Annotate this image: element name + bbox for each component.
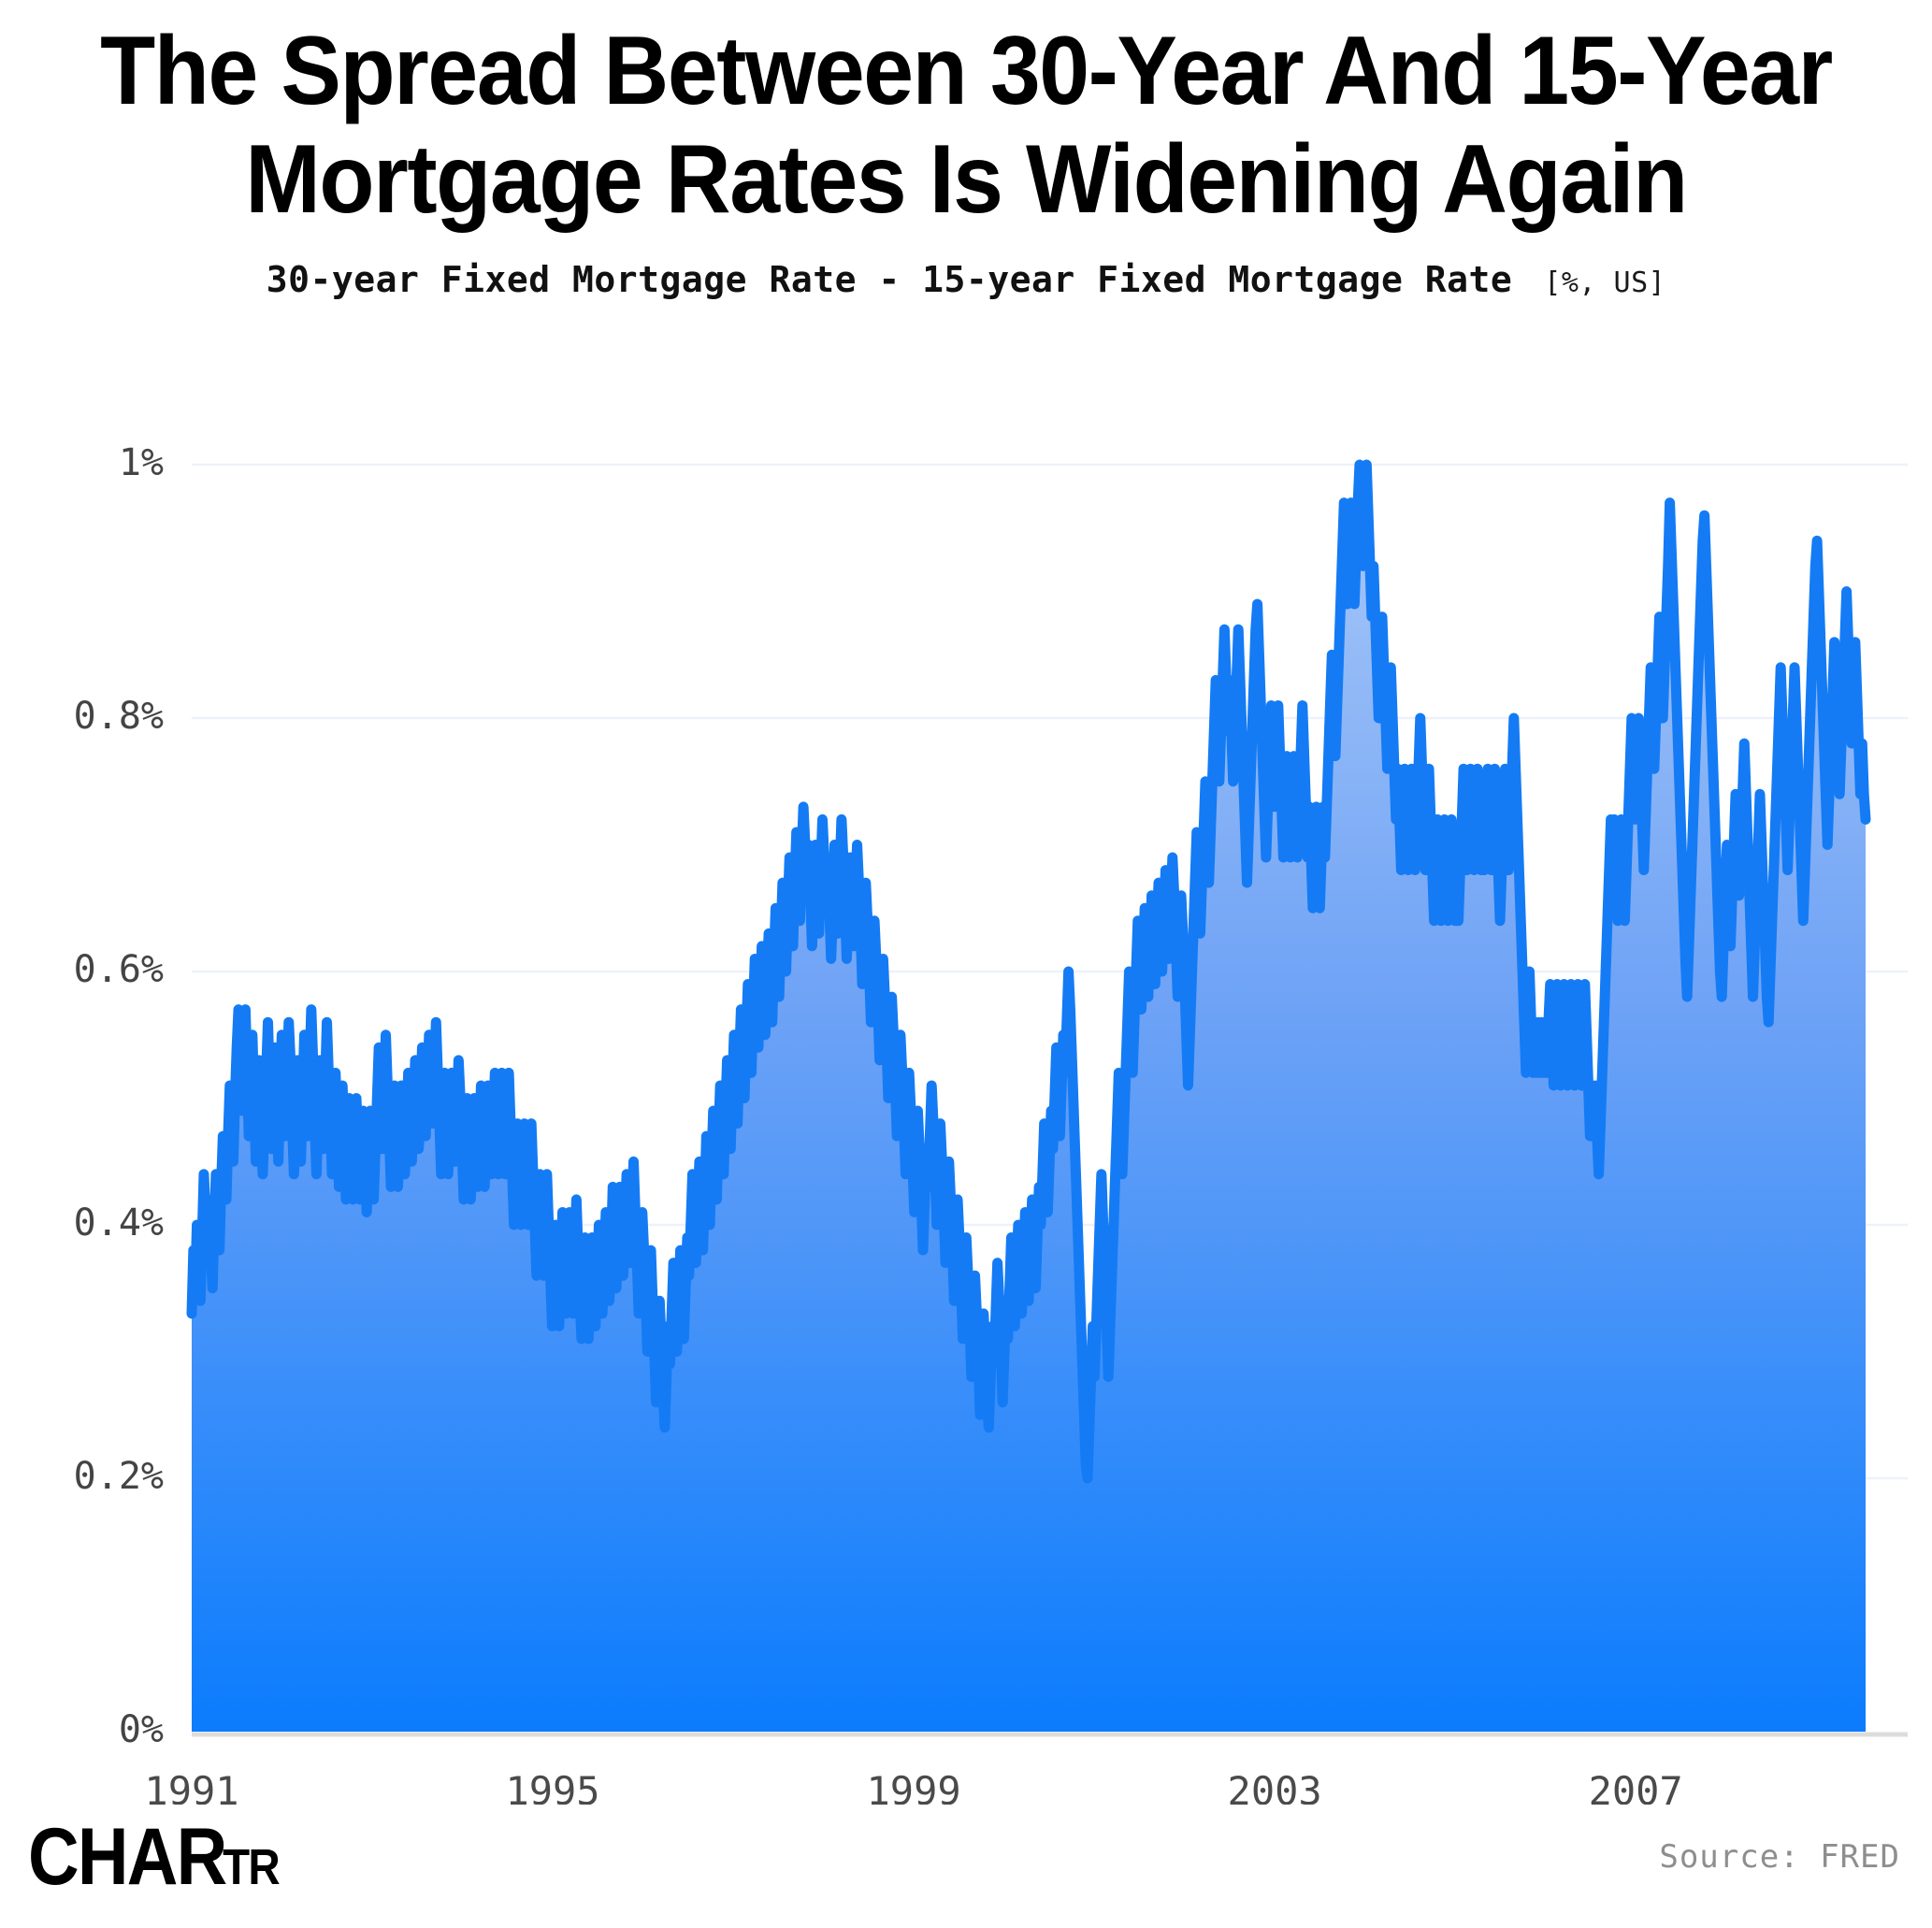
x-axis-tick-label: 2003 [1228,1768,1322,1805]
plot-area: 0% 0.2% 0.4% 0.6% 0.8% 1% 1991 1995 1999 2003 200… [0,402,1932,1805]
page-title: The Spread Between 30-Year And 15-Year M… [100,17,1833,235]
area-chart-svg: 0% 0.2% 0.4% 0.6% 0.8% 1% 1991 1995 1999 2003 200… [74,441,1908,1805]
logo-sub-text: TR [223,1839,281,1895]
subtitle-row: 30-year Fixed Mortgage Rate - 15-year Fi… [28,259,1904,300]
y-axis-tick-label: 0.8% [74,695,164,738]
x-axis-ticks: 199119951999200320072011201520192023 [144,1768,1683,1805]
y-axis-tick-label: 1% [119,441,164,484]
y-axis-tick-label: 0.4% [74,1201,164,1245]
x-axis-tick-label: 1991 [144,1768,238,1805]
chartr-logo: CHAR TR [28,1812,281,1902]
logo-main-text: CHAR [28,1812,227,1902]
x-axis-tick-label: 1999 [867,1768,961,1805]
y-axis-ticks: 0% 0.2% 0.4% 0.6% 0.8% 1% [74,441,164,1751]
x-axis-tick-label: 1995 [505,1768,599,1805]
area-fill-path [192,465,1866,1732]
chart-header: The Spread Between 30-Year And 15-Year M… [0,0,1932,300]
y-axis-tick-label: 0.6% [74,948,164,991]
series-line-path [186,459,1871,1484]
chart-units-label: [%, US] [1544,266,1666,299]
y-axis-tick-label: 0% [119,1708,164,1751]
x-axis-tick-label: 2007 [1589,1768,1683,1805]
chart-subtitle: 30-year Fixed Mortgage Rate - 15-year Fi… [266,258,1513,300]
chart-footer: CHAR TR Source: FRED [0,1806,1932,1928]
source-label: Source: FRED [1659,1838,1900,1876]
y-axis-tick-label: 0.2% [74,1455,164,1498]
